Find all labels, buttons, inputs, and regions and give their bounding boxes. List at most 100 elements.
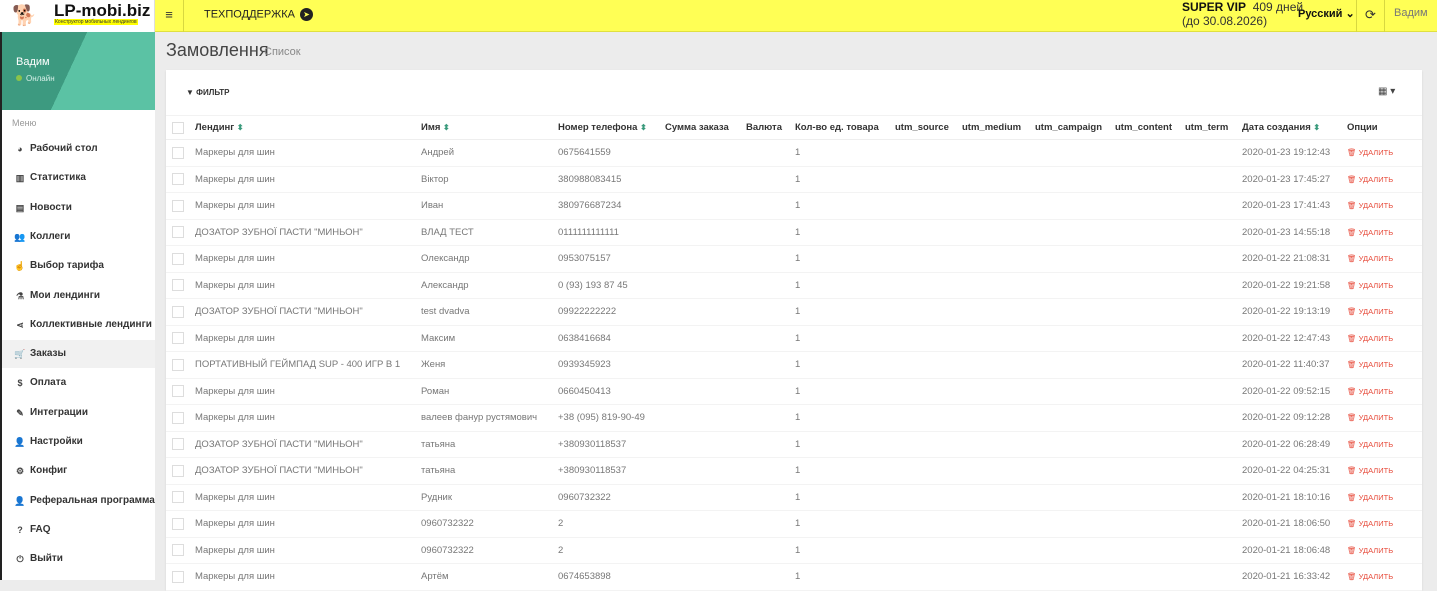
column-header[interactable]: Номер телефона ⬍	[558, 115, 665, 140]
logo[interactable]: 🐕 LP-mobi.biz Конструктор мобильных ленд…	[0, 0, 155, 32]
cell	[962, 219, 1035, 246]
user-menu[interactable]: Вадим	[1394, 7, 1428, 19]
cell: Маркеры для шин	[195, 404, 421, 432]
row-checkbox[interactable]	[166, 298, 195, 326]
row-checkbox[interactable]	[166, 537, 195, 564]
cell	[1035, 166, 1115, 193]
table-row: Маркеры для шин Олександр 0953075157 1 2020-…	[166, 245, 1422, 273]
delete-button[interactable]: 🗑 УДАЛИТЬ	[1347, 413, 1393, 422]
sidebar-item-0[interactable]: ◕ Рабочий стол	[2, 135, 155, 163]
cell	[1115, 457, 1185, 485]
cell: 0674653898	[558, 563, 665, 591]
sidebar-item-3[interactable]: 👥 Коллеги	[2, 223, 155, 251]
cell	[1115, 431, 1185, 458]
delete-button[interactable]: 🗑 УДАЛИТЬ	[1347, 228, 1393, 237]
sidebar-item-7[interactable]: 🛒 Заказы	[2, 340, 155, 369]
sidebar-item-13[interactable]: ? FAQ	[2, 516, 155, 544]
delete-button[interactable]: 🗑 УДАЛИТЬ	[1347, 546, 1393, 555]
sidebar-item-2[interactable]: ▤ Новости	[2, 194, 155, 222]
row-checkbox[interactable]	[166, 431, 195, 458]
table-row: ПОРТАТИВНЫЙ ГЕЙМПАД SUP - 400 ИГР В 1 Жен…	[166, 351, 1422, 379]
row-checkbox[interactable]	[166, 139, 195, 167]
sidebar-item-8[interactable]: $ Оплата	[2, 369, 155, 397]
cell: 0 (93) 193 87 45	[558, 272, 665, 299]
cell	[1035, 510, 1115, 538]
cell	[1185, 139, 1242, 167]
sidebar-item-14[interactable]: ⏻ Выйти	[2, 545, 155, 573]
column-header[interactable]: Лендинг ⬍	[195, 115, 421, 140]
cell	[665, 298, 746, 326]
sort-icon[interactable]: ⬍	[236, 123, 244, 132]
sidebar-item-9[interactable]: ✎ Интеграции	[2, 399, 155, 427]
cell: 1	[795, 351, 895, 379]
column-header[interactable]: Дата создания ⬍	[1242, 115, 1347, 140]
user-status: Онлайн	[16, 74, 55, 83]
column-label: Лендинг	[195, 122, 235, 133]
cell	[665, 484, 746, 511]
delete-button[interactable]: 🗑 УДАЛИТЬ	[1347, 519, 1393, 528]
delete-button[interactable]: 🗑 УДАЛИТЬ	[1347, 387, 1393, 396]
row-checkbox[interactable]	[166, 563, 195, 591]
delete-button[interactable]: 🗑 УДАЛИТЬ	[1347, 440, 1393, 449]
filter-button[interactable]: ▼ ФИЛЬТР	[186, 88, 230, 97]
cell	[1035, 298, 1115, 326]
delete-button[interactable]: 🗑 УДАЛИТЬ	[1347, 360, 1393, 369]
sidebar-item-label: Статистика	[30, 172, 86, 184]
cell: 380988083415	[558, 166, 665, 193]
sidebar-item-10[interactable]: 👤 Настройки	[2, 428, 155, 456]
sidebar-item-1[interactable]: ▥ Статистика	[2, 164, 155, 192]
status-label: Онлайн	[26, 74, 55, 83]
row-checkbox[interactable]	[166, 245, 195, 273]
delete-button[interactable]: 🗑 УДАЛИТЬ	[1347, 148, 1393, 157]
delete-button[interactable]: 🗑 УДАЛИТЬ	[1347, 281, 1393, 290]
delete-button[interactable]: 🗑 УДАЛИТЬ	[1347, 466, 1393, 475]
sort-icon[interactable]: ⬍	[1313, 123, 1321, 132]
table-row: ДОЗАТОР ЗУБНОЇ ПАСТИ "МИНЬОН" ВЛАД ТЕСТ 01…	[166, 219, 1422, 246]
sort-icon[interactable]: ⬍	[443, 123, 450, 132]
sidebar-item-label: Рабочий стол	[30, 143, 98, 154]
cell: 2020-01-23 17:45:27	[1242, 166, 1347, 193]
cell	[665, 457, 746, 485]
row-checkbox[interactable]	[166, 272, 195, 299]
cell: Максим	[421, 325, 558, 352]
cell: татьяна	[421, 457, 558, 485]
menu-toggle-icon[interactable]: ≡	[155, 0, 184, 32]
cell: Рудник	[421, 484, 558, 511]
delete-button[interactable]: 🗑 УДАЛИТЬ	[1347, 254, 1393, 263]
sidebar-item-5[interactable]: ⚗ Мои лендинги	[2, 282, 155, 310]
row-checkbox[interactable]	[166, 378, 195, 405]
delete-button[interactable]: 🗑 УДАЛИТЬ	[1347, 307, 1393, 316]
delete-button[interactable]: 🗑 УДАЛИТЬ	[1347, 175, 1393, 184]
cell	[746, 166, 795, 193]
delete-button[interactable]: 🗑 УДАЛИТЬ	[1347, 493, 1393, 502]
delete-button[interactable]: 🗑 УДАЛИТЬ	[1347, 334, 1393, 343]
row-checkbox[interactable]	[166, 351, 195, 379]
row-checkbox[interactable]	[166, 219, 195, 246]
select-all-checkbox[interactable]	[166, 115, 195, 140]
row-checkbox[interactable]	[166, 484, 195, 511]
sidebar-item-12[interactable]: 👤 Реферальная программа	[2, 487, 155, 515]
delete-button[interactable]: 🗑 УДАЛИТЬ	[1347, 572, 1393, 581]
row-checkbox[interactable]	[166, 404, 195, 432]
cell: Маркеры для шин	[195, 272, 421, 299]
row-checkbox[interactable]	[166, 192, 195, 220]
language-select[interactable]: Русский ⌄	[1298, 7, 1355, 20]
cell	[746, 219, 795, 246]
flask-icon: ⚗	[15, 290, 25, 301]
cell	[1185, 510, 1242, 538]
support-link[interactable]: ТЕХПОДДЕРЖКА ➤	[204, 8, 314, 21]
row-checkbox[interactable]	[166, 166, 195, 193]
sidebar-item-6[interactable]: ⋖ Коллективные лендинги	[2, 311, 155, 339]
sort-icon[interactable]: ⬍	[640, 123, 647, 132]
row-checkbox[interactable]	[166, 457, 195, 485]
row-checkbox[interactable]	[166, 325, 195, 352]
refresh-icon[interactable]: ⟳	[1356, 0, 1385, 32]
delete-label: УДАЛИТЬ	[1358, 572, 1394, 582]
cell	[746, 404, 795, 432]
column-header[interactable]: Имя ⬍	[421, 115, 558, 140]
delete-button[interactable]: 🗑 УДАЛИТЬ	[1347, 201, 1393, 210]
row-checkbox[interactable]	[166, 510, 195, 538]
sidebar-item-4[interactable]: ☝ Выбор тарифа	[2, 252, 155, 280]
sidebar-item-11[interactable]: ⚙ Конфиг	[2, 457, 155, 485]
columns-toggle-button[interactable]: ▦ ▾	[1378, 86, 1396, 97]
